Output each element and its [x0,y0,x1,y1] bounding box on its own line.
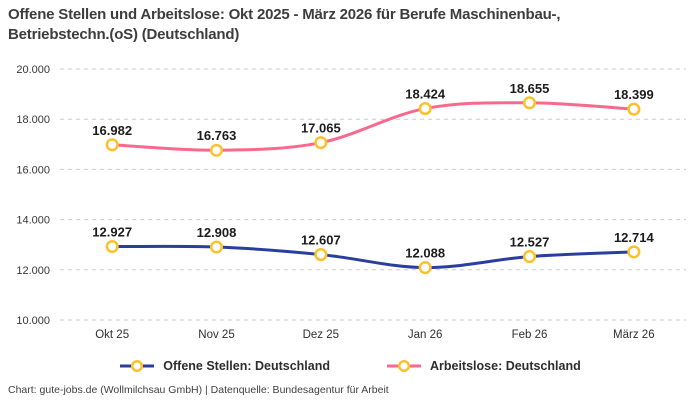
data-point-marker [418,102,432,116]
attribution: Chart: gute-jobs.de (Wollmilchsau GmbH) … [8,384,389,396]
data-point-marker [314,136,328,150]
data-point-marker [105,138,119,152]
data-point-marker [522,96,537,110]
data-point-label: 12.714 [614,230,655,245]
x-axis-tick-label: Nov 25 [198,329,234,341]
data-point-marker [314,248,328,262]
data-point-label: 18.655 [510,81,550,96]
y-axis-tick-label: 20.000 [16,64,50,76]
data-point-label: 18.399 [614,87,654,102]
series-line-0 [110,244,636,270]
data-point-marker [627,245,641,259]
legend-item-offene-stellen[interactable]: Offene Stellen: Deutschland [119,359,330,373]
data-point-label: 18.424 [405,87,446,102]
legend-line-marker-icon [120,359,155,373]
data-point-label: 16.982 [92,123,132,138]
legend: Offene Stellen: Deutschland Arbeitslose:… [0,359,700,373]
data-point-marker [209,240,224,254]
data-point-label: 12.088 [405,246,445,261]
y-axis-tick-label: 12.000 [16,265,50,277]
x-axis-tick-label: Dez 25 [303,329,339,341]
legend-label-arbeitslose: Arbeitslose: Deutschland [429,359,581,373]
data-point-label: 17.065 [301,121,341,136]
x-axis-tick-label: März 26 [613,329,655,341]
chart-title: Offene Stellen und Arbeitslose: Okt 2025… [8,6,561,43]
y-axis-tick-label: 18.000 [16,114,50,126]
data-point-label: 16.763 [197,128,237,143]
series-line-1 [110,101,636,152]
data-point-marker [209,143,224,157]
data-point-label: 12.927 [92,225,132,240]
data-point-marker [522,250,537,264]
y-axis-tick-label: 16.000 [16,164,50,176]
y-axis-tick-label: 14.000 [16,215,50,227]
data-point-marker [105,239,119,254]
data-point-marker [418,261,432,275]
data-point-label: 12.607 [301,233,341,248]
data-point-label: 12.527 [510,235,550,250]
y-axis-tick-label: 10.000 [16,315,50,327]
x-axis-tick-label: Feb 26 [512,329,548,341]
data-point-label: 12.908 [197,225,237,240]
legend-label-offene-stellen: Offene Stellen: Deutschland [163,359,330,373]
x-axis-tick-label: Okt 25 [95,329,129,341]
legend-line-marker-icon [386,359,421,373]
x-axis-tick-label: Jan 26 [408,329,443,341]
legend-item-arbeitslose[interactable]: Arbeitslose: Deutschland [386,359,581,373]
data-point-marker [627,102,641,116]
